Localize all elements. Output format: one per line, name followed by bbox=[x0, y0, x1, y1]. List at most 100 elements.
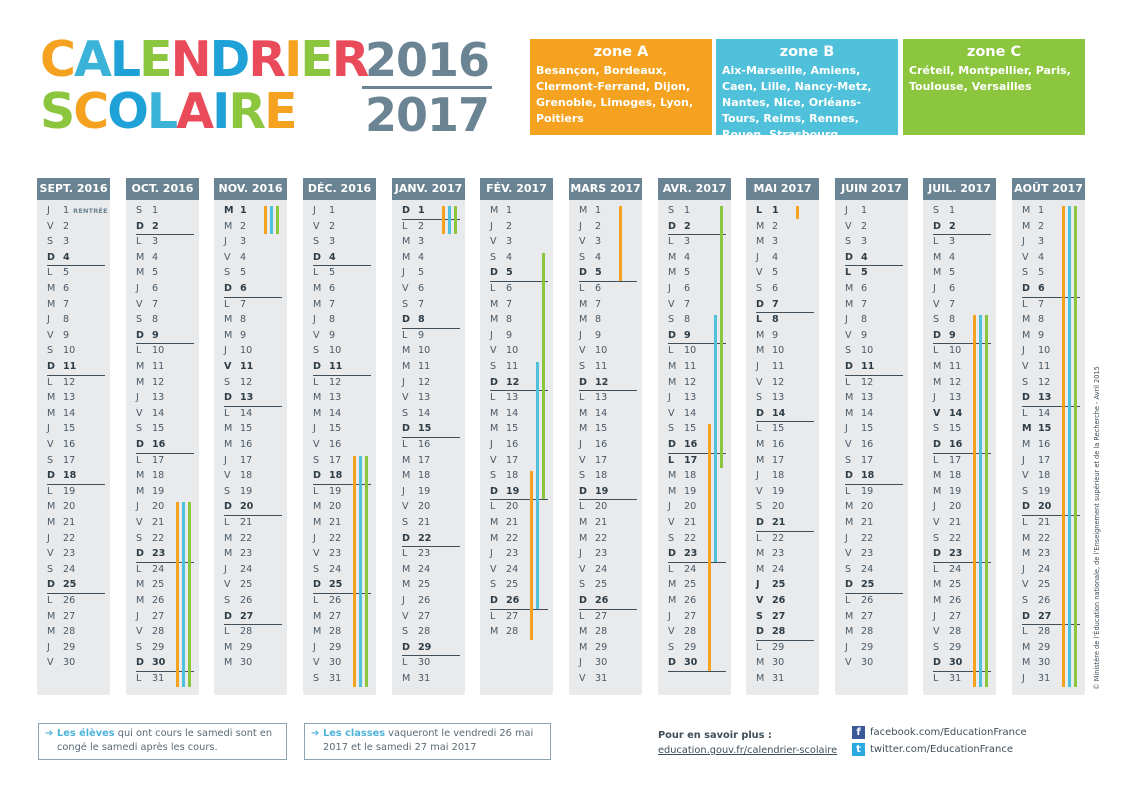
day-number: 31 bbox=[595, 673, 608, 684]
weekday-letter: V bbox=[136, 407, 143, 419]
day-row: S 25 bbox=[490, 577, 518, 593]
zone-c-box: zone C Créteil, Montpellier, Paris, Toul… bbox=[903, 39, 1085, 135]
more-info-link[interactable]: education.gouv.fr/calendrier-scolaire bbox=[658, 745, 838, 756]
weekday-letter: D bbox=[1022, 610, 1030, 622]
day-number: 10 bbox=[1038, 345, 1051, 357]
weekday-letter: M bbox=[136, 485, 145, 497]
day-number: 17 bbox=[63, 454, 76, 466]
day-row: D 18 bbox=[47, 468, 106, 485]
day-row: M 11 bbox=[668, 359, 696, 375]
day-number: 28 bbox=[418, 626, 431, 638]
holiday-bar-zone-b bbox=[714, 315, 717, 562]
weekday-letter: J bbox=[668, 283, 671, 294]
weekday-letter: D bbox=[845, 579, 853, 591]
day-number: 17 bbox=[861, 454, 874, 466]
day-number: 8 bbox=[329, 314, 336, 326]
weekday-letter: M bbox=[933, 595, 942, 606]
day-number: 4 bbox=[63, 251, 70, 263]
weekday-letter: J bbox=[579, 657, 582, 669]
day-number: 3 bbox=[595, 236, 602, 248]
day-number: 20 bbox=[240, 501, 254, 513]
weekday-letter: M bbox=[136, 376, 145, 388]
day-number: 18 bbox=[240, 470, 253, 482]
day-row: M 18 bbox=[668, 468, 696, 484]
day-number: 20 bbox=[1038, 501, 1052, 513]
arrow-right-icon: ➔ bbox=[45, 728, 54, 739]
day-number: 18 bbox=[684, 470, 697, 482]
holiday-bar-zone-b bbox=[979, 315, 982, 687]
day-row: J 30 bbox=[579, 655, 607, 671]
weekday-letter: L bbox=[756, 532, 762, 544]
day-row: L 26 bbox=[313, 593, 341, 609]
day-number: 29 bbox=[63, 641, 76, 653]
weekday-letter: S bbox=[845, 236, 852, 248]
day-row: J 1 RENTRÉE bbox=[47, 203, 108, 219]
day-number: 15 bbox=[684, 423, 697, 435]
weekday-letter: J bbox=[845, 423, 848, 435]
weekday-letter: D bbox=[845, 361, 853, 372]
day-number: 13 bbox=[418, 392, 431, 404]
day-row: L 16 bbox=[402, 437, 430, 453]
day-row: D 19 bbox=[490, 484, 549, 500]
more-info: Pour en savoir plus : education.gouv.fr/… bbox=[658, 728, 837, 758]
holiday-bar-zone-a bbox=[530, 471, 533, 640]
weekday-letter: M bbox=[313, 407, 322, 419]
day-number: 8 bbox=[240, 314, 247, 326]
weekday-letter: D bbox=[224, 283, 232, 294]
day-number: 14 bbox=[506, 407, 519, 419]
weekday-letter: S bbox=[579, 470, 586, 482]
day-row: L 24 bbox=[933, 562, 961, 578]
day-number: 13 bbox=[861, 392, 874, 404]
weekday-letter: S bbox=[1022, 267, 1029, 279]
day-row: S 29 bbox=[933, 640, 961, 656]
weekday-letter: V bbox=[224, 361, 232, 372]
day-row: D 26 bbox=[490, 593, 549, 610]
day-row: J 17 bbox=[1022, 453, 1050, 469]
twitter-link[interactable]: t twitter.com/EducationFrance bbox=[852, 742, 1013, 758]
weekday-letter: D bbox=[490, 376, 498, 388]
weekday-letter: M bbox=[47, 407, 56, 419]
weekday-letter: M bbox=[402, 579, 411, 591]
copyright-note: © Ministère de l’Éducation nationale, de… bbox=[1093, 366, 1101, 690]
day-number: 26 bbox=[861, 595, 874, 606]
holiday-bar-zone-a bbox=[442, 206, 445, 235]
day-row: L 31 bbox=[136, 671, 164, 687]
weekday-letter: D bbox=[845, 470, 853, 482]
day-number: 19 bbox=[949, 485, 962, 497]
day-number: 11 bbox=[684, 361, 697, 372]
day-number: 24 bbox=[240, 563, 253, 575]
day-number: 31 bbox=[152, 673, 165, 684]
weekday-letter: D bbox=[579, 595, 587, 606]
weekday-letter: J bbox=[490, 439, 493, 450]
weekday-letter: V bbox=[933, 407, 941, 419]
day-number: 24 bbox=[684, 563, 697, 575]
weekday-letter: S bbox=[313, 236, 320, 248]
month-header: JUIN 2017 bbox=[835, 178, 908, 200]
day-row: D 14 bbox=[756, 406, 815, 422]
weekday-letter: J bbox=[579, 220, 582, 232]
day-row: L 28 bbox=[1022, 624, 1050, 640]
day-row: D 25 bbox=[845, 577, 904, 594]
weekday-letter: M bbox=[1022, 641, 1031, 653]
weekday-letter: V bbox=[756, 485, 763, 497]
day-row: L 12 bbox=[845, 375, 873, 391]
day-number: 19 bbox=[772, 485, 785, 497]
day-row: D 25 bbox=[313, 577, 372, 594]
weekday-letter: V bbox=[579, 454, 586, 466]
day-number: 25 bbox=[418, 579, 431, 591]
day-row: M 14 bbox=[490, 406, 518, 422]
facebook-link[interactable]: f facebook.com/EducationFrance bbox=[852, 725, 1027, 741]
weekday-letter: V bbox=[402, 610, 409, 622]
title-letter: L bbox=[146, 83, 178, 140]
day-number: 25 bbox=[240, 579, 253, 591]
day-row: L 21 bbox=[224, 515, 252, 531]
weekday-letter: M bbox=[756, 673, 765, 684]
